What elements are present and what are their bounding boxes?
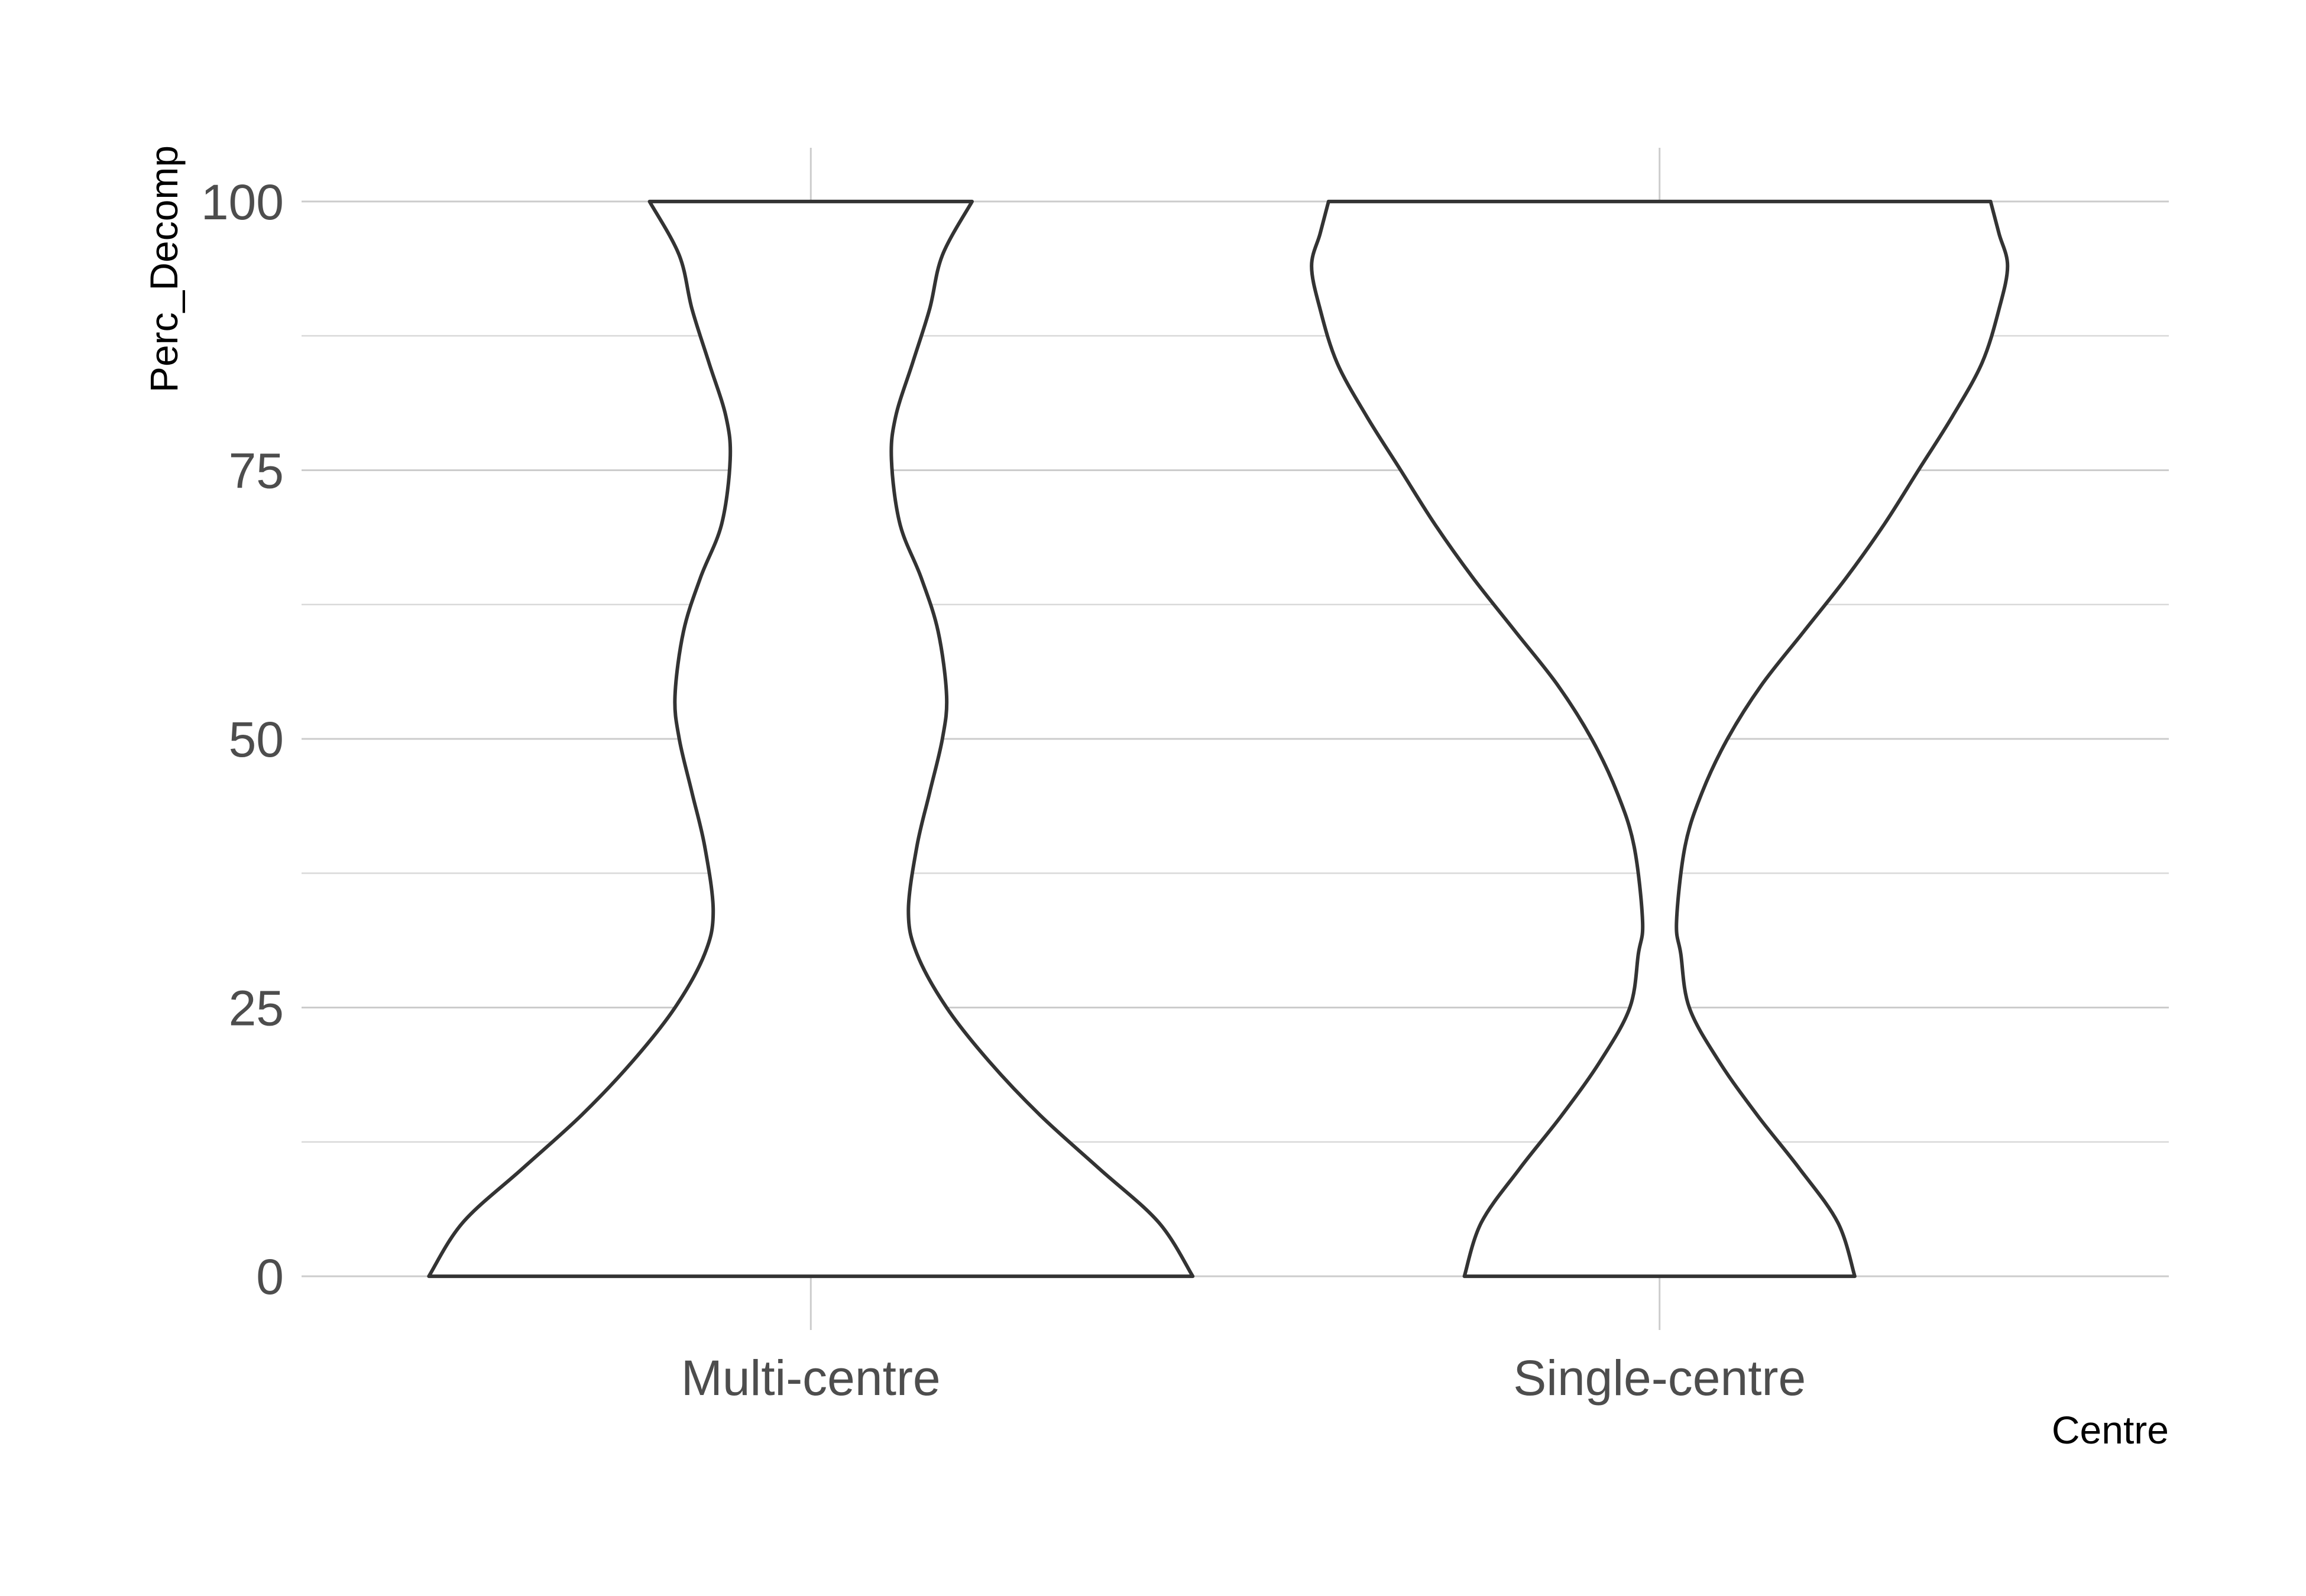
x-tick-label: Single-centre: [1513, 1350, 1806, 1406]
violin-single-centre: [1310, 199, 2010, 1279]
y-tick-label: 25: [229, 981, 284, 1036]
x-axis-title: Centre: [2052, 1408, 2169, 1452]
y-tick-label: 100: [201, 174, 284, 230]
y-axis-title: Perc_Decomp: [142, 145, 186, 392]
tick-labels: 0 25 50 75 100 Multi-centre Single-centre: [201, 174, 1806, 1406]
x-tick-label: Multi-centre: [681, 1350, 941, 1406]
violin-multi-centre: [427, 199, 1195, 1279]
y-tick-label: 50: [229, 712, 284, 767]
violin-layer: [427, 199, 2010, 1279]
y-tick-label: 0: [256, 1249, 284, 1305]
y-tick-label: 75: [229, 443, 284, 498]
